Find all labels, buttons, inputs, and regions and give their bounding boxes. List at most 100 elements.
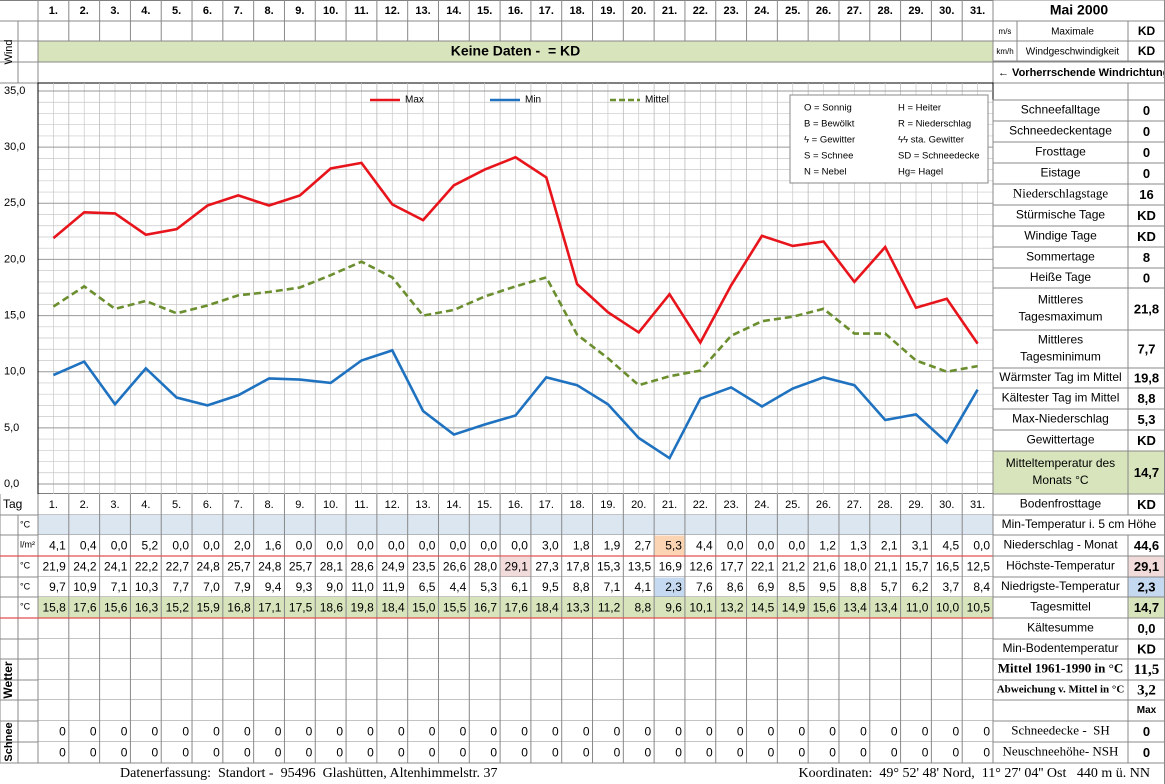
cell-value: 28,0: [474, 560, 498, 574]
stat-value: 44,6: [1134, 538, 1159, 553]
stat-value: 19,8: [1134, 370, 1159, 385]
cell-value: 0: [460, 725, 467, 739]
cell-value: 0: [737, 746, 744, 760]
stat-value: 0: [1143, 145, 1150, 160]
cell-value: 0: [860, 725, 867, 739]
cell-value: 9,0: [326, 580, 343, 594]
day-label: 3.: [110, 499, 119, 511]
cell-value: 14,5: [751, 601, 775, 615]
cell-value: 13,3: [566, 601, 590, 615]
stat-label: Schneedecke - SH: [1011, 722, 1110, 737]
cell-value: 24,9: [381, 560, 405, 574]
cell-value: 0,0: [357, 539, 374, 553]
cell-value: 17,5: [289, 601, 313, 615]
cell-value: 0: [583, 746, 590, 760]
day-label: 26.: [816, 5, 831, 17]
cell-value: 11,2: [598, 601, 621, 615]
day-label: 13.: [415, 5, 430, 17]
cell-value: 0: [367, 725, 374, 739]
stat-value: KD: [1137, 433, 1156, 448]
cell-value: 0: [583, 725, 590, 739]
series-line: [52, 348, 979, 461]
series-line: [52, 260, 978, 387]
cell-value: 1,9: [604, 539, 621, 553]
cell-value: 0,0: [450, 539, 467, 553]
legend-label: Max: [405, 95, 424, 106]
cell-value: 2,3: [665, 580, 682, 594]
legend-label: Min: [525, 95, 541, 106]
cell-value: 0,0: [480, 539, 497, 553]
day-label: 4.: [141, 5, 150, 17]
key-item: R = Niederschlag: [898, 119, 971, 130]
cell-value: 15,6: [104, 601, 128, 615]
cell: [1127, 287, 1165, 331]
cell-value: 3,0: [542, 539, 559, 553]
stat-label: Stürmische Tage: [1016, 208, 1105, 222]
day-label: 7.: [234, 499, 243, 511]
cell-value: 12,6: [689, 560, 713, 574]
cell-value: 0: [521, 725, 528, 739]
y-tick-label: 25,0: [4, 197, 25, 209]
day-label: 22.: [693, 5, 708, 17]
day-label: 12.: [385, 5, 400, 17]
cell-value: 5,3: [480, 580, 497, 594]
stat-label: Höchste-Temperatur: [1006, 559, 1115, 573]
cell-value: 10,5: [967, 601, 991, 615]
cell-value: 9,4: [265, 580, 282, 594]
cell-value: 9,5: [542, 580, 559, 594]
cell-value: 24,8: [196, 560, 220, 574]
row-bg: [38, 62, 993, 83]
cell-value: 0,4: [80, 539, 97, 553]
cell-value: 0: [644, 746, 651, 760]
day-label: 17.: [539, 5, 554, 17]
stat-label: Mittleres: [1038, 293, 1083, 307]
cell-value: 0: [429, 725, 436, 739]
day-label: 16.: [508, 499, 523, 511]
stat-label: Frosttage: [1035, 145, 1086, 159]
day-label: 28.: [878, 5, 893, 17]
day-label: 18.: [569, 499, 584, 511]
day-label: 4.: [141, 499, 150, 511]
day-label: 5.: [172, 499, 181, 511]
y-tick-label: 30,0: [4, 141, 25, 153]
cell-value: 24,2: [73, 560, 97, 574]
day-label: 20.: [631, 5, 646, 17]
row-bg: [38, 700, 993, 721]
cell-value: 16,3: [135, 601, 159, 615]
cell-value: 0: [121, 746, 128, 760]
cell-value: 0: [152, 725, 159, 739]
cell-value: 0,0: [203, 539, 220, 553]
cell-value: 9,5: [819, 580, 836, 594]
stat-value: 0: [1143, 270, 1150, 285]
cell-value: 6,9: [758, 580, 775, 594]
cell-value: 16,7: [474, 601, 498, 615]
cell-value: 1,3: [850, 539, 867, 553]
y-tick-label: 15,0: [4, 309, 25, 321]
cell-value: 0: [336, 725, 343, 739]
cell-value: 14,9: [782, 601, 806, 615]
cell-value: 21,2: [782, 560, 806, 574]
day-label: 30.: [939, 499, 954, 511]
day-label: 8.: [264, 5, 273, 17]
cell-value: 0: [213, 746, 220, 760]
row-bg: [38, 639, 993, 659]
cell-value: 6,5: [419, 580, 436, 594]
cell-value: 2,1: [881, 539, 898, 553]
cell-value: 0: [552, 746, 559, 760]
cell-value: 15,5: [443, 601, 467, 615]
cell-value: 0: [59, 746, 66, 760]
tag-label: Tag: [3, 497, 22, 511]
highlight: [500, 556, 531, 577]
day-label: 20.: [631, 499, 646, 511]
cell-value: 0: [891, 725, 898, 739]
stat-value: 5,3: [1137, 412, 1155, 427]
cell-value: 11,0: [906, 601, 929, 615]
cell-value: 7,0: [203, 580, 220, 594]
stat-value: 0: [1143, 166, 1150, 181]
cell-value: 0: [90, 746, 97, 760]
cell-value: 0,0: [727, 539, 744, 553]
cell-value: 18,6: [320, 601, 344, 615]
cell-value: 17,6: [505, 601, 529, 615]
cell-value: 7,9: [234, 580, 251, 594]
